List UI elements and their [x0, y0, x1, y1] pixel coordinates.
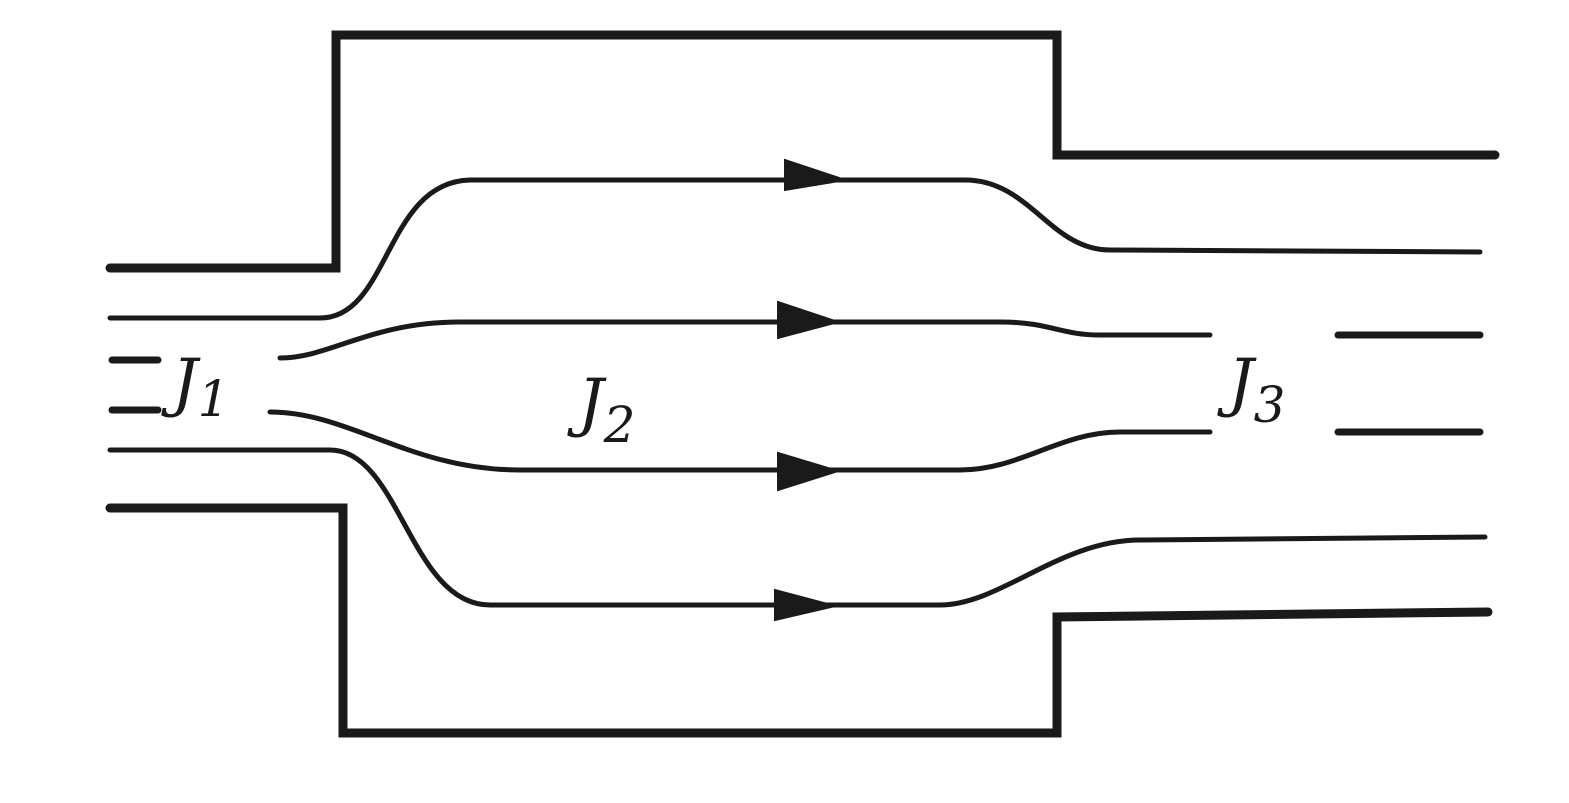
label-j1: J1 [161, 346, 229, 428]
label-j3: J3 [1217, 346, 1285, 434]
label-j2: J2 [567, 366, 635, 454]
streamline-4 [107, 447, 1488, 608]
flow-arrow-4 [774, 588, 836, 622]
flow-arrow-2 [777, 300, 842, 340]
flow-arrow-3 [777, 451, 842, 492]
flow-arrow-1 [784, 158, 846, 192]
streamline-2 [277, 319, 1213, 361]
upper-wall [105, 30, 1500, 273]
streamline-1 [107, 177, 1483, 321]
lower-wall [105, 503, 1493, 738]
streamline-3 [267, 409, 1213, 473]
